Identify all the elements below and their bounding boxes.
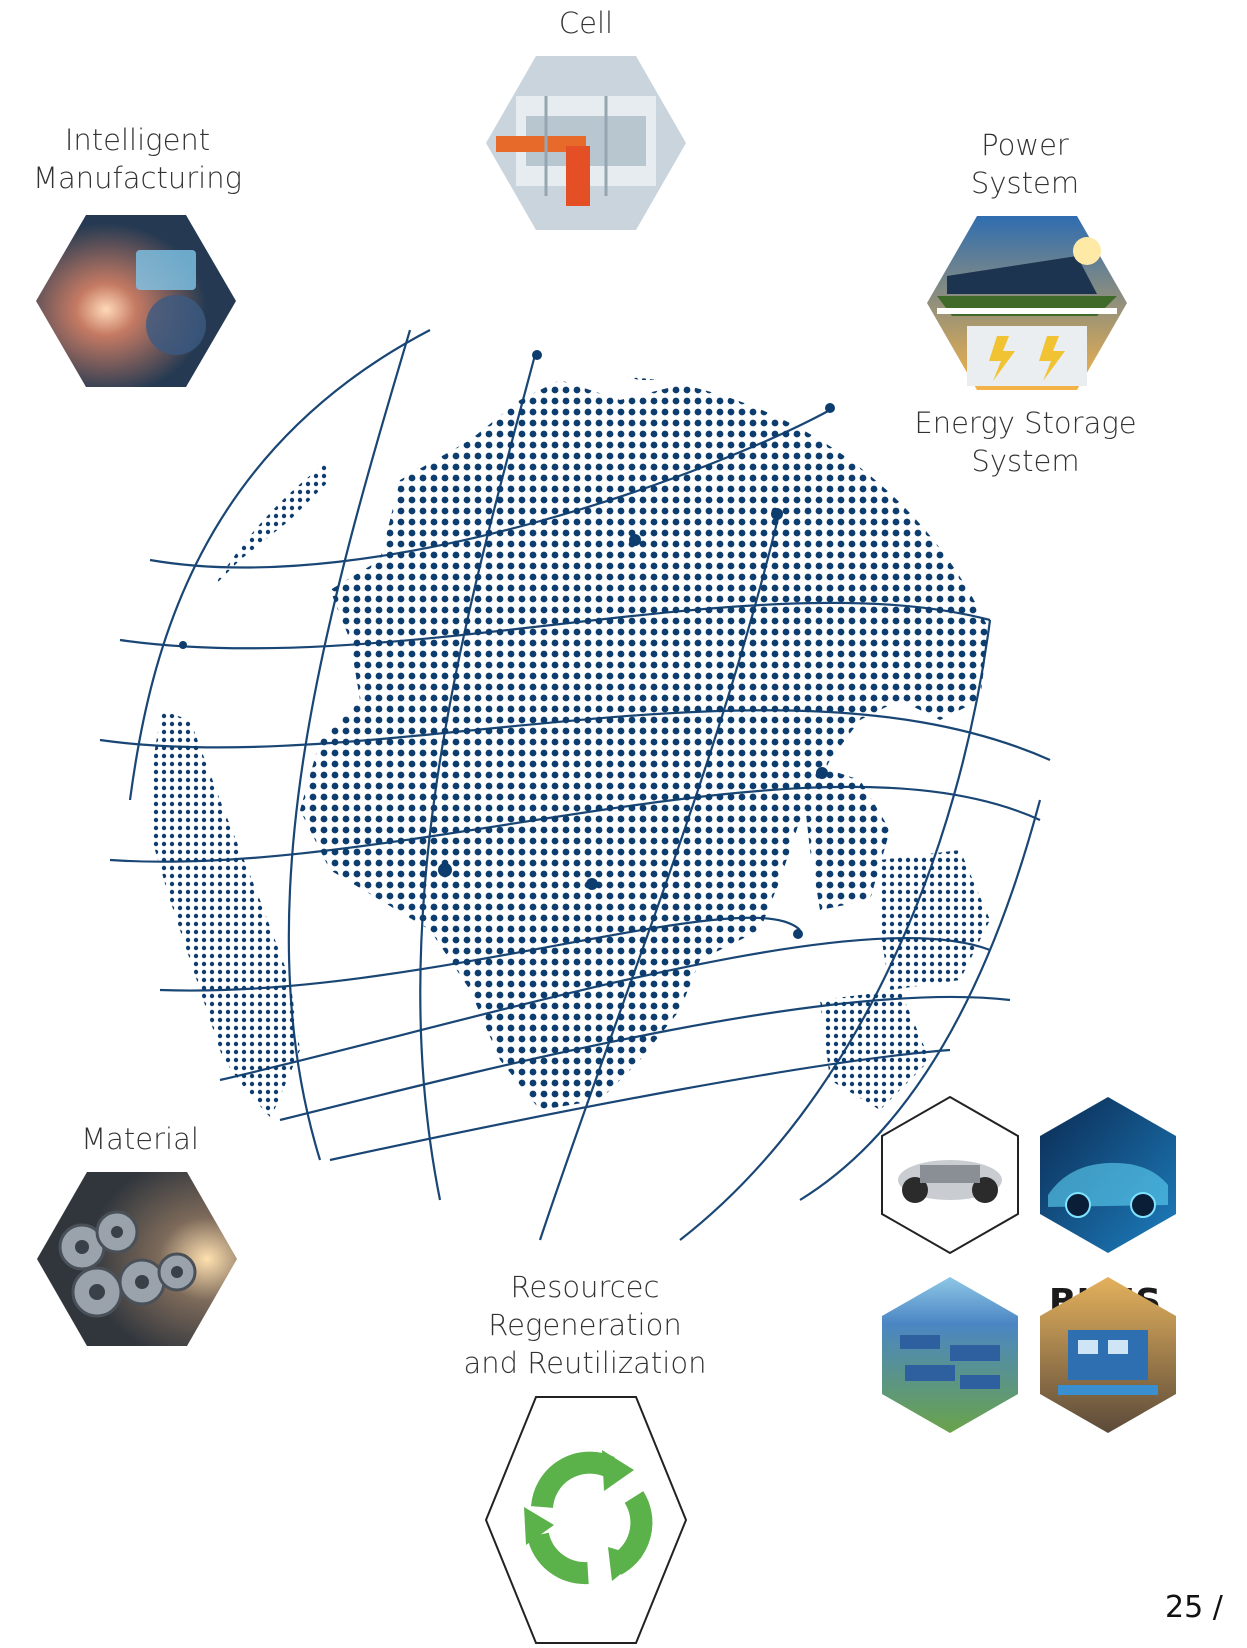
city-nodes bbox=[179, 350, 835, 939]
label-intelligent-manufacturing: Intelligent Manufacturing bbox=[33, 123, 242, 195]
label-material: Material bbox=[81, 1122, 199, 1156]
page-number: 25 / bbox=[1165, 1590, 1223, 1625]
label-power-system: Power System bbox=[970, 128, 1080, 200]
label-cell: Cell bbox=[558, 6, 614, 40]
blms-solar-farm-icon bbox=[882, 1277, 1018, 1433]
label-energy-storage-system: Energy Storage System bbox=[914, 406, 1137, 478]
power-storage-icon bbox=[927, 216, 1127, 390]
orbit-lines bbox=[99, 329, 1051, 1241]
material-steel-coils-icon bbox=[37, 1172, 237, 1346]
label-resource-regeneration: Resourcec Regeneration and Reutilization bbox=[463, 1270, 707, 1380]
blms-train-depot-icon bbox=[1040, 1277, 1176, 1433]
cell-battery-icon bbox=[486, 56, 686, 230]
intelligent-manufacturing-icon bbox=[36, 215, 236, 387]
blms-ev-icon bbox=[1040, 1097, 1176, 1253]
recycle-icon bbox=[484, 1396, 688, 1644]
blms-chassis-icon bbox=[881, 1095, 1019, 1255]
